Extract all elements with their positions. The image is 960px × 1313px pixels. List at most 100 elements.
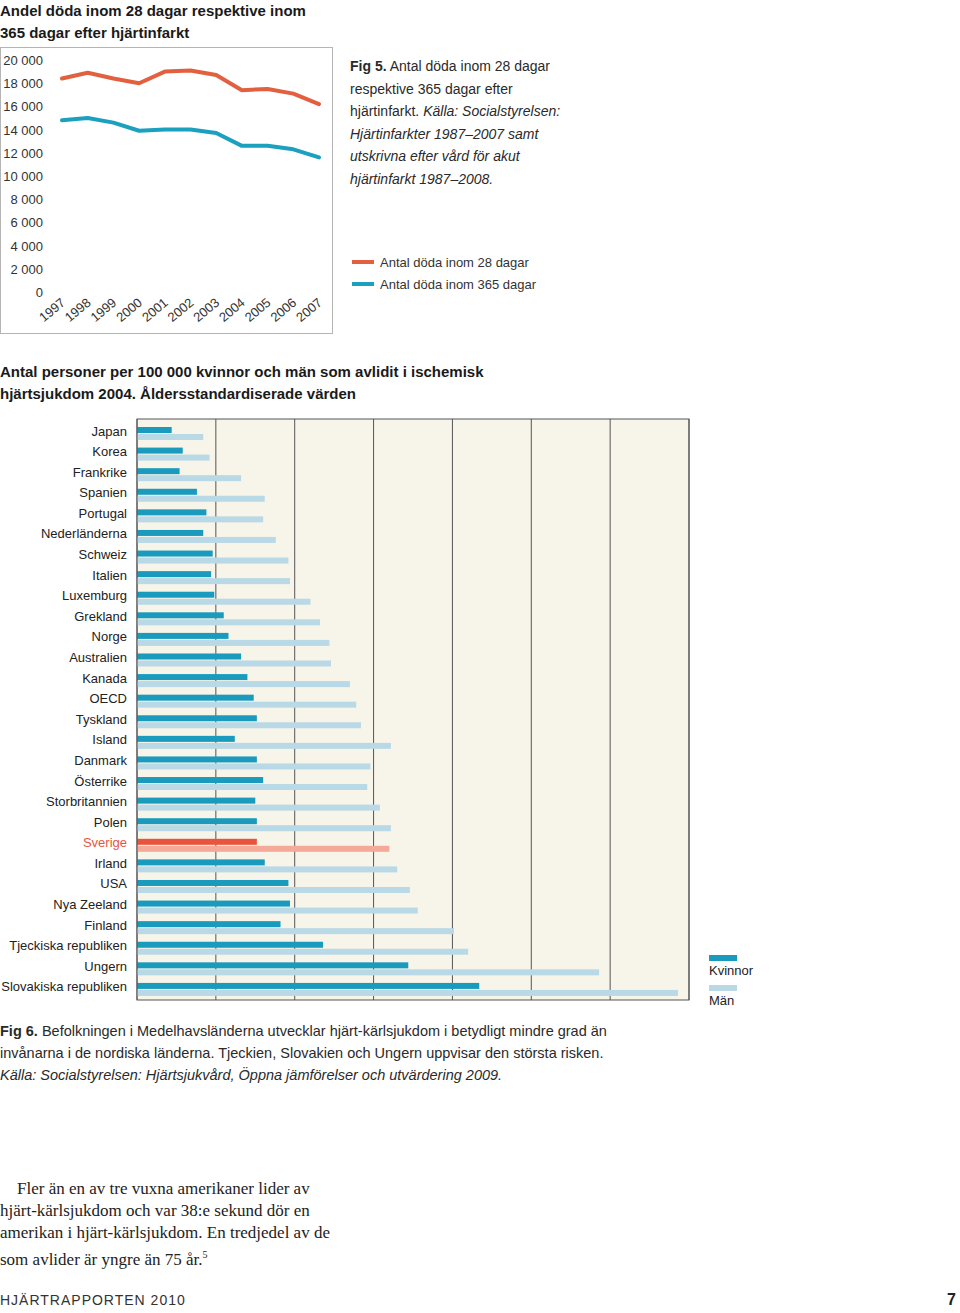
quote-line: som avlider är yngre än 75 år.5 <box>0 1244 380 1271</box>
quote-line: Fler än en av tre vuxna amerikaner lider… <box>0 1178 380 1200</box>
bar <box>137 455 210 461</box>
y-tick-label: 4 000 <box>10 239 43 254</box>
bar <box>137 715 257 721</box>
plot-area <box>62 70 319 157</box>
y-tick-label: 18 000 <box>3 76 43 91</box>
bar <box>137 448 183 454</box>
x-tick-label: 2006 <box>267 295 299 325</box>
bar <box>137 908 418 914</box>
category-label: Ungern <box>84 959 127 974</box>
figure-caption: Fig 5. Antal döda inom 28 dagar respekti… <box>350 55 578 190</box>
category-label: Korea <box>92 444 127 459</box>
category-label: USA <box>100 876 127 891</box>
category-label: Österrike <box>74 774 127 789</box>
category-label: Nederländerna <box>41 526 128 541</box>
bar <box>137 537 276 543</box>
bar <box>137 695 254 701</box>
category-label: Irland <box>94 856 127 871</box>
category-label: Italien <box>92 568 127 583</box>
x-tick-label: 1998 <box>62 295 94 325</box>
bar <box>137 887 410 893</box>
bar <box>137 825 391 831</box>
chart-title: Antal personer per 100 000 kvinnor och m… <box>0 361 505 405</box>
bar <box>137 660 331 666</box>
category-label: Island <box>92 732 127 747</box>
x-tick-label: 2005 <box>242 295 274 325</box>
bar <box>137 798 255 804</box>
grid-line <box>531 419 532 1000</box>
legend-label: Män <box>709 993 734 1008</box>
plot-area <box>137 427 678 996</box>
pull-quote: Fler än en av tre vuxna amerikaner lider… <box>0 1178 380 1271</box>
bar <box>137 859 265 865</box>
x-tick-label: 2007 <box>293 295 325 325</box>
bar <box>137 949 468 955</box>
x-tick-label: 2003 <box>190 295 222 325</box>
figure-caption: Fig 6. Befolkningen i Medelhavsländerna … <box>0 1020 620 1086</box>
y-tick-label: 10 000 <box>3 169 43 184</box>
bar <box>137 756 257 762</box>
category-label: Norge <box>92 629 127 644</box>
footer-publication: HJÄRTRAPPORTEN 2010 <box>0 1292 186 1308</box>
bar <box>137 702 356 708</box>
series-line <box>62 118 319 157</box>
category-label: Spanien <box>79 485 127 500</box>
x-tick-label: 1999 <box>88 295 120 325</box>
bar <box>137 880 288 886</box>
bar <box>137 619 320 625</box>
quote-text: Fler än en av tre vuxna amerikaner lider… <box>17 1179 310 1198</box>
caption-label: Fig 6. <box>0 1023 38 1039</box>
bar <box>137 743 391 749</box>
category-label: Schweiz <box>79 547 127 562</box>
bar <box>137 530 203 536</box>
category-label: OECD <box>89 691 127 706</box>
category-label: Storbritannien <box>46 794 127 809</box>
bar <box>137 427 172 433</box>
bar <box>137 866 397 872</box>
grid-line <box>610 419 611 1000</box>
page-graphics: 02 0004 0006 0008 00010 00012 00014 0001… <box>0 0 960 1313</box>
y-tick-label: 20 000 <box>3 53 43 68</box>
bar <box>137 969 599 975</box>
bar <box>137 942 323 948</box>
plot-background <box>137 419 689 1000</box>
x-tick-label: 1997 <box>36 295 68 325</box>
grid-line <box>452 419 453 1000</box>
category-label: Luxemburg <box>62 588 127 603</box>
note-ref: 5 <box>203 1249 208 1260</box>
bar <box>137 612 224 618</box>
category-label: Sverige <box>83 835 127 850</box>
chart-title: Andel döda inom 28 dagar respektive inom… <box>0 0 330 44</box>
category-label: Grekland <box>74 609 127 624</box>
category-label: Nya Zeeland <box>53 897 127 912</box>
caption-label: Fig 5. <box>350 58 387 74</box>
bar <box>137 901 290 907</box>
category-label: Tyskland <box>76 712 127 727</box>
page: 02 0004 0006 0008 00010 00012 00014 0001… <box>0 0 960 1313</box>
y-tick-label: 16 000 <box>3 99 43 114</box>
legend-label: Kvinnor <box>709 963 754 978</box>
bar <box>137 805 380 811</box>
bar <box>137 962 408 968</box>
bar <box>137 551 213 557</box>
category-label: Finland <box>84 918 127 933</box>
legend-label: Antal döda inom 365 dagar <box>380 277 537 292</box>
bar <box>137 468 180 474</box>
bar <box>137 681 350 687</box>
bar <box>137 592 214 598</box>
category-label: Tjeckiska republiken <box>9 938 127 953</box>
bar <box>137 921 281 927</box>
category-label: Danmark <box>74 753 127 768</box>
bar <box>137 558 288 564</box>
bar <box>137 736 235 742</box>
legend-swatch <box>352 282 374 286</box>
x-tick-label: 2000 <box>113 295 145 325</box>
bar <box>137 599 310 605</box>
bar <box>137 777 263 783</box>
x-tick-label: 2001 <box>139 295 171 325</box>
bar <box>137 674 247 680</box>
quote-line: amerikan i hjärt-kärlsjukdom. En tredjed… <box>0 1222 380 1244</box>
bar <box>137 516 263 522</box>
category-label: Polen <box>94 815 127 830</box>
legend-swatch <box>709 955 737 961</box>
